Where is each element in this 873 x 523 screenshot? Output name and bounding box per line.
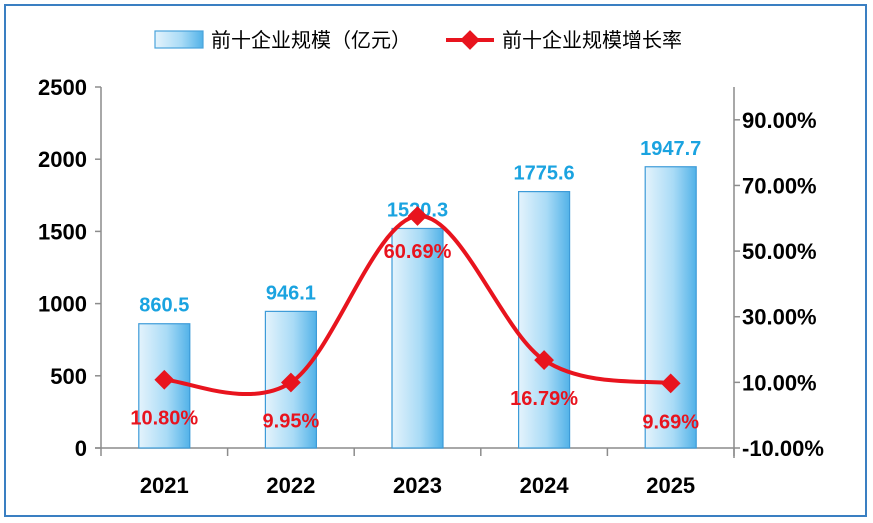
rate-point — [154, 369, 175, 390]
rate-value-label: 16.79% — [510, 388, 578, 410]
bar — [644, 166, 697, 449]
bar-value-label: 1947.7 — [640, 138, 701, 160]
right-tick-label: 10.00% — [742, 370, 817, 395]
rate-point — [660, 373, 681, 394]
legend-line-label: 前十企业规模增长率 — [502, 28, 682, 52]
legend: 前十企业规模（亿元） 前十企业规模增长率 — [154, 28, 682, 52]
rate-value-label: 60.69% — [384, 241, 452, 263]
x-tick-label: 2021 — [140, 473, 189, 498]
x-tick-label: 2025 — [646, 473, 695, 498]
right-tick-label: -10.00% — [742, 436, 824, 461]
right-tick-label: 30.00% — [742, 305, 817, 330]
x-tick-label: 2024 — [520, 473, 570, 498]
axes: 0 500 1000 1500 2000 2500 -10.00% 10.00% 30.00% 5… — [38, 75, 824, 498]
rate-point — [281, 372, 301, 393]
rate-point — [407, 206, 428, 226]
rate-value-label: 10.80% — [130, 408, 198, 430]
left-tick-label: 2500 — [38, 75, 87, 100]
legend-bar-label: 前十企业规模（亿元） — [211, 28, 411, 52]
x-tick-label: 2023 — [393, 473, 442, 498]
bar-value-label: 1775.6 — [514, 163, 575, 185]
bars — [138, 166, 697, 449]
left-tick-label: 1000 — [38, 292, 87, 317]
rate-point — [534, 350, 554, 370]
left-tick-label: 2000 — [38, 147, 87, 172]
legend-line-marker — [460, 30, 480, 50]
right-tick-label: 70.00% — [742, 173, 817, 198]
bar — [517, 191, 571, 449]
rate-value-label: 9.69% — [642, 411, 699, 433]
left-tick-label: 1500 — [38, 219, 87, 244]
bar — [391, 227, 444, 449]
x-tick-label: 2022 — [266, 473, 315, 498]
bar-value-label: 946.1 — [266, 282, 316, 304]
legend-bar-swatch — [154, 30, 204, 49]
rate-value-label: 9.95% — [263, 411, 320, 433]
right-tick-label: 50.00% — [742, 239, 817, 264]
rate-line-layer — [154, 206, 681, 397]
bar-value-label: 860.5 — [139, 295, 189, 317]
rate-labels: 10.80% 9.95% 60.69% 16.79% 9.69% — [130, 241, 699, 433]
right-tick-label: 90.00% — [742, 108, 817, 133]
left-tick-label: 500 — [50, 364, 87, 389]
left-tick-label: 0 — [75, 436, 87, 461]
